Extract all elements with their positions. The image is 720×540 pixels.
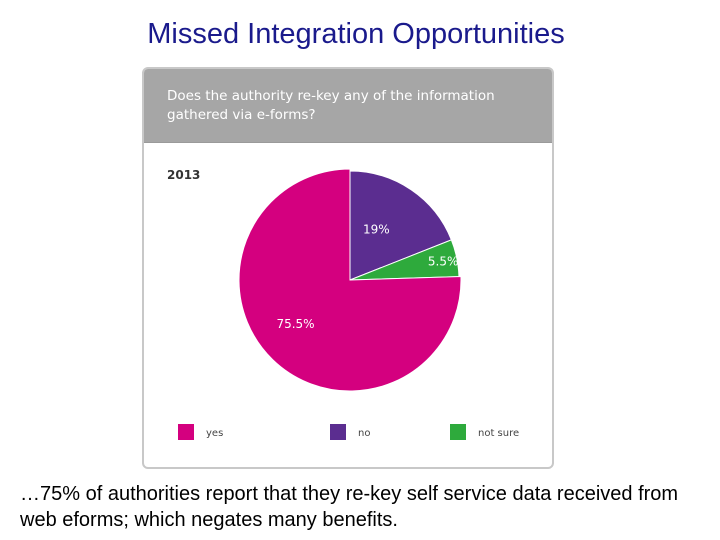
legend-label-no: no — [358, 428, 370, 439]
legend-swatch-yes — [178, 424, 194, 440]
pie-label-no: 19% — [363, 223, 390, 237]
pie-label-not-sure: 5.5% — [428, 255, 459, 269]
pie-slice-yes — [238, 168, 462, 392]
slide-title: Missed Integration Opportunities — [147, 18, 565, 50]
chart-card: Does the authority re-key any of the inf… — [142, 67, 554, 469]
pie-slice-no — [349, 170, 452, 281]
legend-swatch-no — [330, 424, 346, 440]
legend-label-not-sure: not sure — [478, 428, 519, 439]
legend-swatch-not-sure — [450, 424, 466, 440]
pie-chart: 75.5% 19% 5.5% yes no not sure — [178, 168, 519, 440]
pie-label-yes: 75.5% — [276, 317, 314, 331]
chart-year: 2013 — [167, 168, 201, 182]
chart-header: Does the authority re-key any of the inf… — [144, 69, 552, 143]
summary-note: …75% of authorities report that they re-… — [20, 483, 679, 531]
chart-title: Does the authority re-key any of the inf… — [167, 88, 495, 123]
legend-label-yes: yes — [206, 428, 223, 439]
